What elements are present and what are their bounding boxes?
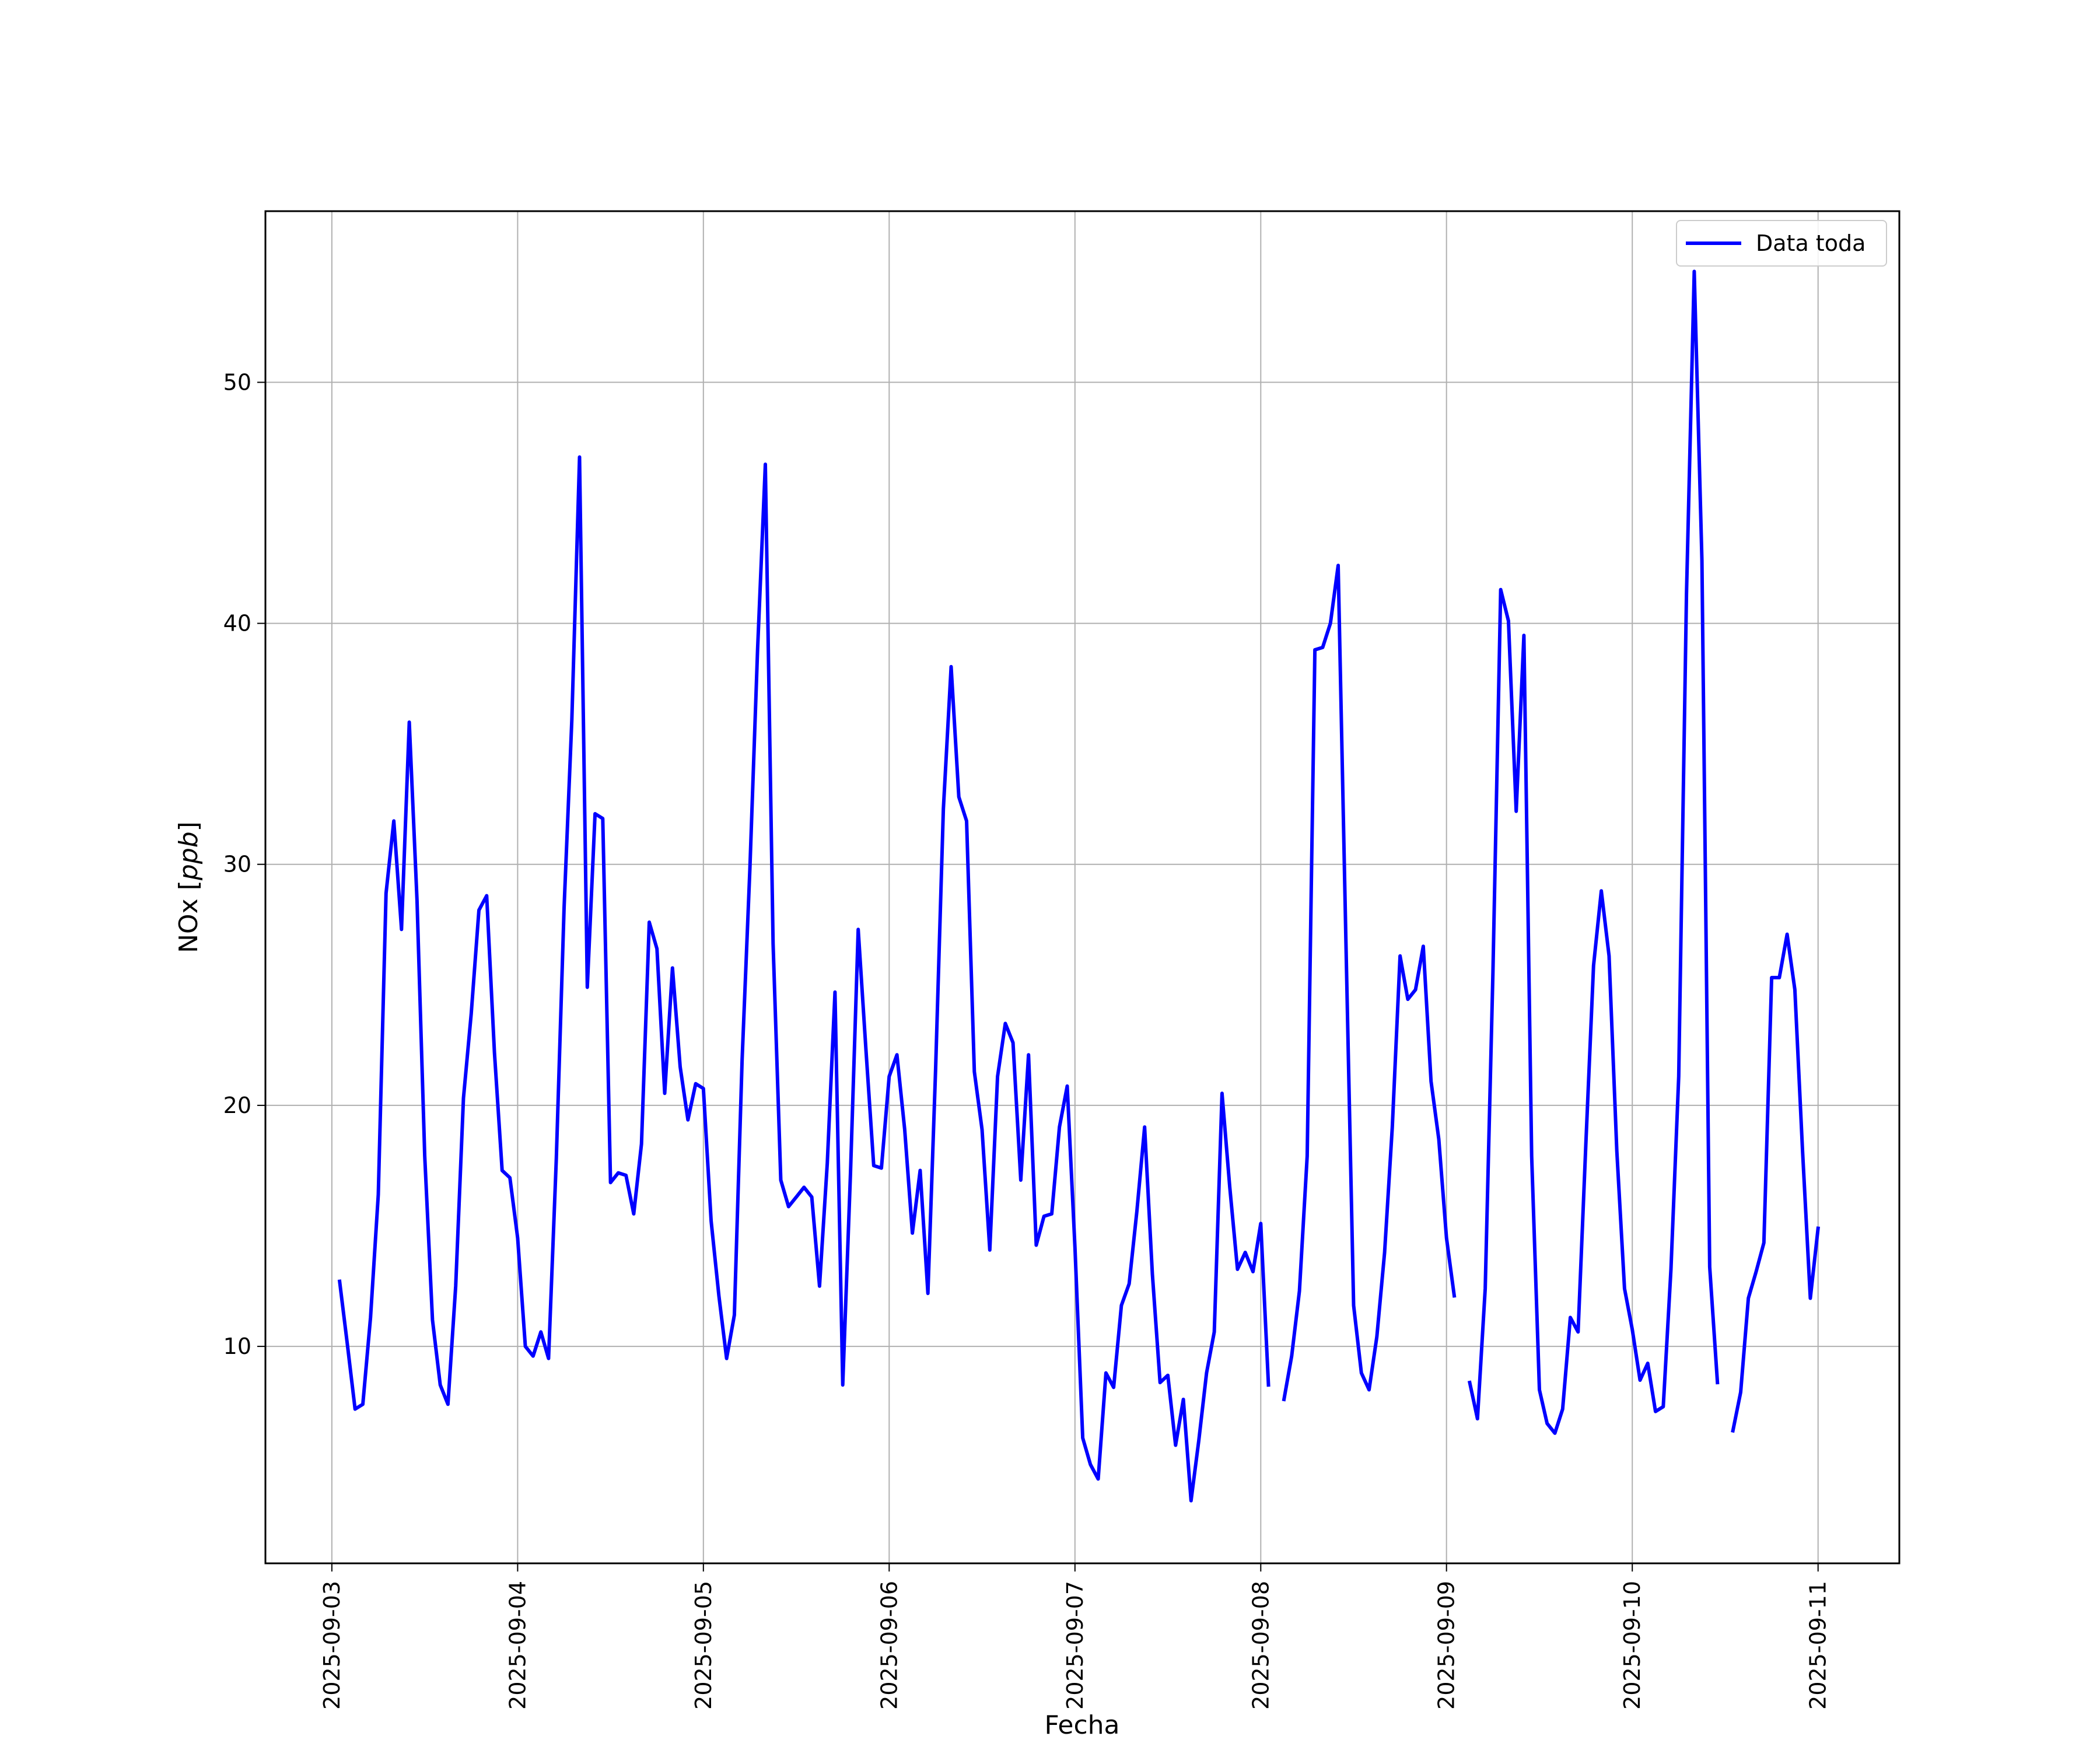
legend-box: [1676, 220, 1887, 267]
y-axis-label-close: ]: [174, 821, 204, 831]
x-axis-ticks: 2025-09-03 2025-09-04 2025-09-05 2025-09-06…: [319, 1563, 1831, 1710]
y-tick-label: 30: [223, 852, 251, 877]
x-tick-label: 2025-09-05: [691, 1581, 716, 1710]
x-tick-label: 2025-09-07: [1062, 1581, 1088, 1710]
x-tick-label: 2025-09-04: [505, 1581, 530, 1710]
series-line-segment: [1731, 932, 1821, 1433]
y-axis-label-unit: ppb: [174, 831, 204, 881]
y-axis-label: NOx [ppb]: [174, 821, 204, 953]
y-axis-label-main: NOx [: [174, 880, 204, 953]
legend-entry-data-toda: Data toda: [1756, 230, 1866, 256]
series-line-segment: [1282, 564, 1457, 1402]
y-tick-label: 10: [223, 1334, 251, 1359]
x-tick-label: 2025-09-11: [1805, 1581, 1831, 1710]
x-tick-label: 2025-09-08: [1248, 1581, 1273, 1710]
series-data-toda: [337, 270, 1821, 1503]
grid-lines: [265, 211, 1899, 1563]
series-line-segment: [1467, 270, 1720, 1435]
series-line-segment: [337, 455, 1270, 1503]
legend: Data toda: [1676, 220, 1887, 267]
plot-frame: [264, 210, 1901, 1564]
x-axis-label: Fecha: [1044, 1710, 1119, 1740]
x-tick-label: 2025-09-03: [319, 1581, 345, 1710]
y-tick-label: 50: [223, 369, 251, 395]
y-tick-label: 20: [223, 1093, 251, 1118]
y-tick-label: 40: [223, 611, 251, 636]
x-tick-label: 2025-09-06: [876, 1581, 902, 1710]
x-tick-label: 2025-09-10: [1619, 1581, 1645, 1710]
y-axis-ticks: 10 20 30 40 50: [223, 369, 265, 1359]
x-tick-label: 2025-09-09: [1434, 1581, 1460, 1710]
